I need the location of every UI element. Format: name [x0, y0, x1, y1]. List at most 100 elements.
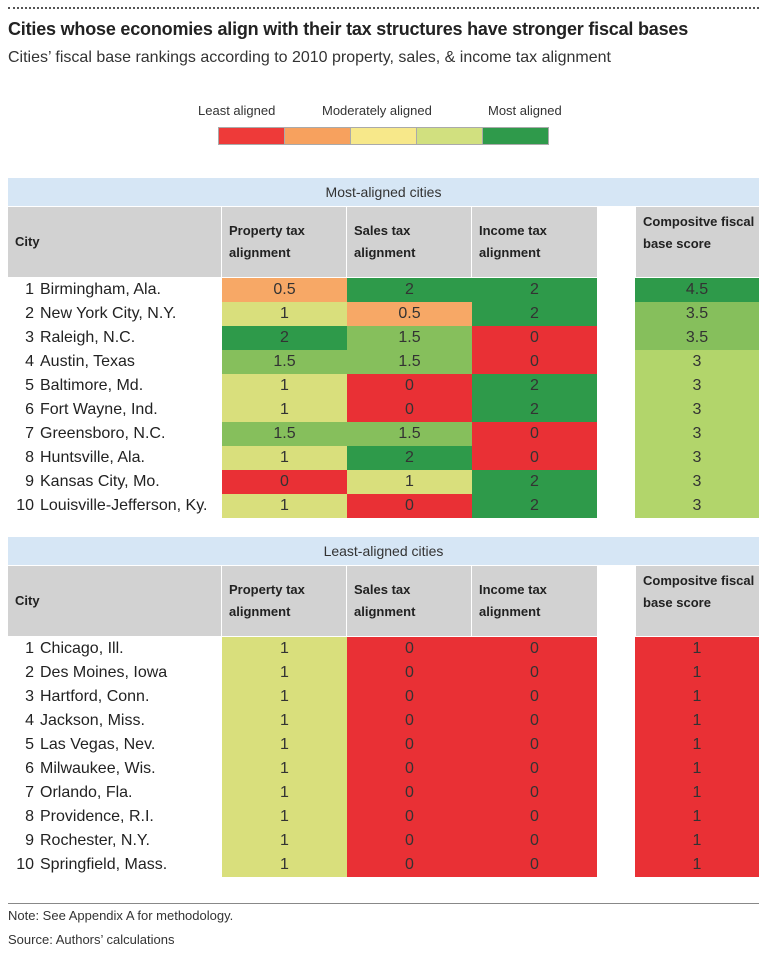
rank-label: 9 — [25, 473, 34, 490]
composite-score-cell: 3 — [635, 446, 759, 470]
composite-score-cell: 3.5 — [635, 326, 759, 350]
table-row: 8 Huntsville, Ala. 1 2 0 3 — [8, 446, 759, 470]
city-name: Raleigh, N.C. — [40, 329, 136, 346]
column-header-composite: Compositve fiscal base score — [636, 207, 759, 277]
city-name: Louisville-Jefferson, Ky. — [40, 497, 208, 514]
city-name: Jackson, Miss. — [40, 712, 145, 729]
sales-score-cell: 2 — [347, 446, 472, 470]
income-score-cell: 0 — [472, 637, 597, 661]
table-row: 2 Des Moines, Iowa 1 0 0 1 — [8, 661, 759, 685]
income-score-cell: 0 — [472, 781, 597, 805]
sales-score-cell: 0 — [347, 709, 472, 733]
city-cell: 3 Hartford, Conn. — [8, 685, 221, 709]
rank-label: 1 — [25, 281, 34, 298]
composite-score-cell: 3 — [635, 494, 759, 518]
city-name: Orlando, Fla. — [40, 784, 133, 801]
property-score-cell: 1 — [222, 733, 347, 757]
income-score-cell: 0 — [472, 805, 597, 829]
legend-swatch — [351, 128, 417, 144]
rank-label: 3 — [25, 688, 34, 705]
city-cell: 10 Louisville-Jefferson, Ky. — [8, 494, 221, 518]
composite-score-cell: 1 — [635, 685, 759, 709]
legend-color-bar — [218, 127, 549, 145]
sales-score-cell: 0 — [347, 829, 472, 853]
property-score-cell: 1 — [222, 709, 347, 733]
sales-score-cell: 1.5 — [347, 350, 472, 374]
sales-score-cell: 0.5 — [347, 302, 472, 326]
income-score-cell: 0 — [472, 685, 597, 709]
city-name: New York City, N.Y. — [40, 305, 177, 322]
table-row: 6 Fort Wayne, Ind. 1 0 2 3 — [8, 398, 759, 422]
city-cell: 9 Kansas City, Mo. — [8, 470, 221, 494]
legend-label-moderate: Moderately aligned — [322, 103, 432, 118]
income-score-cell: 0 — [472, 709, 597, 733]
source-note: Source: Authors’ calculations — [8, 932, 175, 947]
top-dotted-rule — [8, 7, 759, 9]
city-name: Austin, Texas — [40, 353, 135, 370]
composite-score-cell: 4.5 — [635, 278, 759, 302]
property-score-cell: 2 — [222, 326, 347, 350]
city-name: Huntsville, Ala. — [40, 449, 145, 466]
income-score-cell: 0 — [472, 350, 597, 374]
city-name: Chicago, Ill. — [40, 640, 124, 657]
income-score-cell: 0 — [472, 757, 597, 781]
city-name: Las Vegas, Nev. — [40, 736, 156, 753]
rank-label: 1 — [25, 640, 34, 657]
column-header-city: City — [8, 207, 221, 277]
legend-swatch — [483, 128, 548, 144]
table-row: 9 Kansas City, Mo. 0 1 2 3 — [8, 470, 759, 494]
rank-label: 4 — [25, 712, 34, 729]
property-score-cell: 1 — [222, 398, 347, 422]
income-score-cell: 0 — [472, 422, 597, 446]
city-cell: 7 Orlando, Fla. — [8, 781, 221, 805]
legend-label-most: Most aligned — [488, 103, 562, 118]
income-score-cell: 0 — [472, 326, 597, 350]
city-name: Providence, R.I. — [40, 808, 154, 825]
footnote: Note: See Appendix A for methodology. — [8, 908, 234, 923]
property-score-cell: 1 — [222, 494, 347, 518]
city-name: Baltimore, Md. — [40, 377, 144, 394]
composite-score-cell: 3 — [635, 350, 759, 374]
composite-score-cell: 3 — [635, 422, 759, 446]
table-row: 8 Providence, R.I. 1 0 0 1 — [8, 805, 759, 829]
income-score-cell: 2 — [472, 278, 597, 302]
sales-score-cell: 0 — [347, 853, 472, 877]
income-score-cell: 0 — [472, 661, 597, 685]
sales-score-cell: 1 — [347, 470, 472, 494]
income-score-cell: 2 — [472, 302, 597, 326]
sales-score-cell: 0 — [347, 757, 472, 781]
city-cell: 5 Baltimore, Md. — [8, 374, 221, 398]
property-score-cell: 1 — [222, 661, 347, 685]
property-score-cell: 1.5 — [222, 350, 347, 374]
city-name: Birmingham, Ala. — [40, 281, 161, 298]
rank-label: 5 — [25, 377, 34, 394]
rank-label: 2 — [25, 305, 34, 322]
table-row: 1 Birmingham, Ala. 0.5 2 2 4.5 — [8, 278, 759, 302]
chart-title: Cities whose economies align with their … — [8, 19, 689, 39]
sales-score-cell: 0 — [347, 733, 472, 757]
table-row: 6 Milwaukee, Wis. 1 0 0 1 — [8, 757, 759, 781]
city-cell: 4 Jackson, Miss. — [8, 709, 221, 733]
table-row: 5 Las Vegas, Nev. 1 0 0 1 — [8, 733, 759, 757]
city-name: Hartford, Conn. — [40, 688, 150, 705]
column-header-sales: Sales tax alignment — [347, 566, 471, 636]
property-score-cell: 1 — [222, 757, 347, 781]
table-row: 2 New York City, N.Y. 1 0.5 2 3.5 — [8, 302, 759, 326]
column-header-income: Income tax alignment — [472, 566, 597, 636]
legend-labels: Least aligned Moderately aligned Most al… — [0, 103, 767, 121]
sales-score-cell: 0 — [347, 494, 472, 518]
property-score-cell: 1 — [222, 374, 347, 398]
city-cell: 8 Huntsville, Ala. — [8, 446, 221, 470]
sales-score-cell: 0 — [347, 661, 472, 685]
city-cell: 2 Des Moines, Iowa — [8, 661, 221, 685]
rank-label: 2 — [25, 664, 34, 681]
column-header-income: Income tax alignment — [472, 207, 597, 277]
property-score-cell: 0 — [222, 470, 347, 494]
table-row: 7 Orlando, Fla. 1 0 0 1 — [8, 781, 759, 805]
legend-swatch — [219, 128, 285, 144]
table-row: 10 Springfield, Mass. 1 0 0 1 — [8, 853, 759, 877]
composite-score-cell: 3 — [635, 470, 759, 494]
table-row: 7 Greensboro, N.C. 1.5 1.5 0 3 — [8, 422, 759, 446]
income-score-cell: 2 — [472, 398, 597, 422]
rank-label: 10 — [16, 497, 34, 514]
